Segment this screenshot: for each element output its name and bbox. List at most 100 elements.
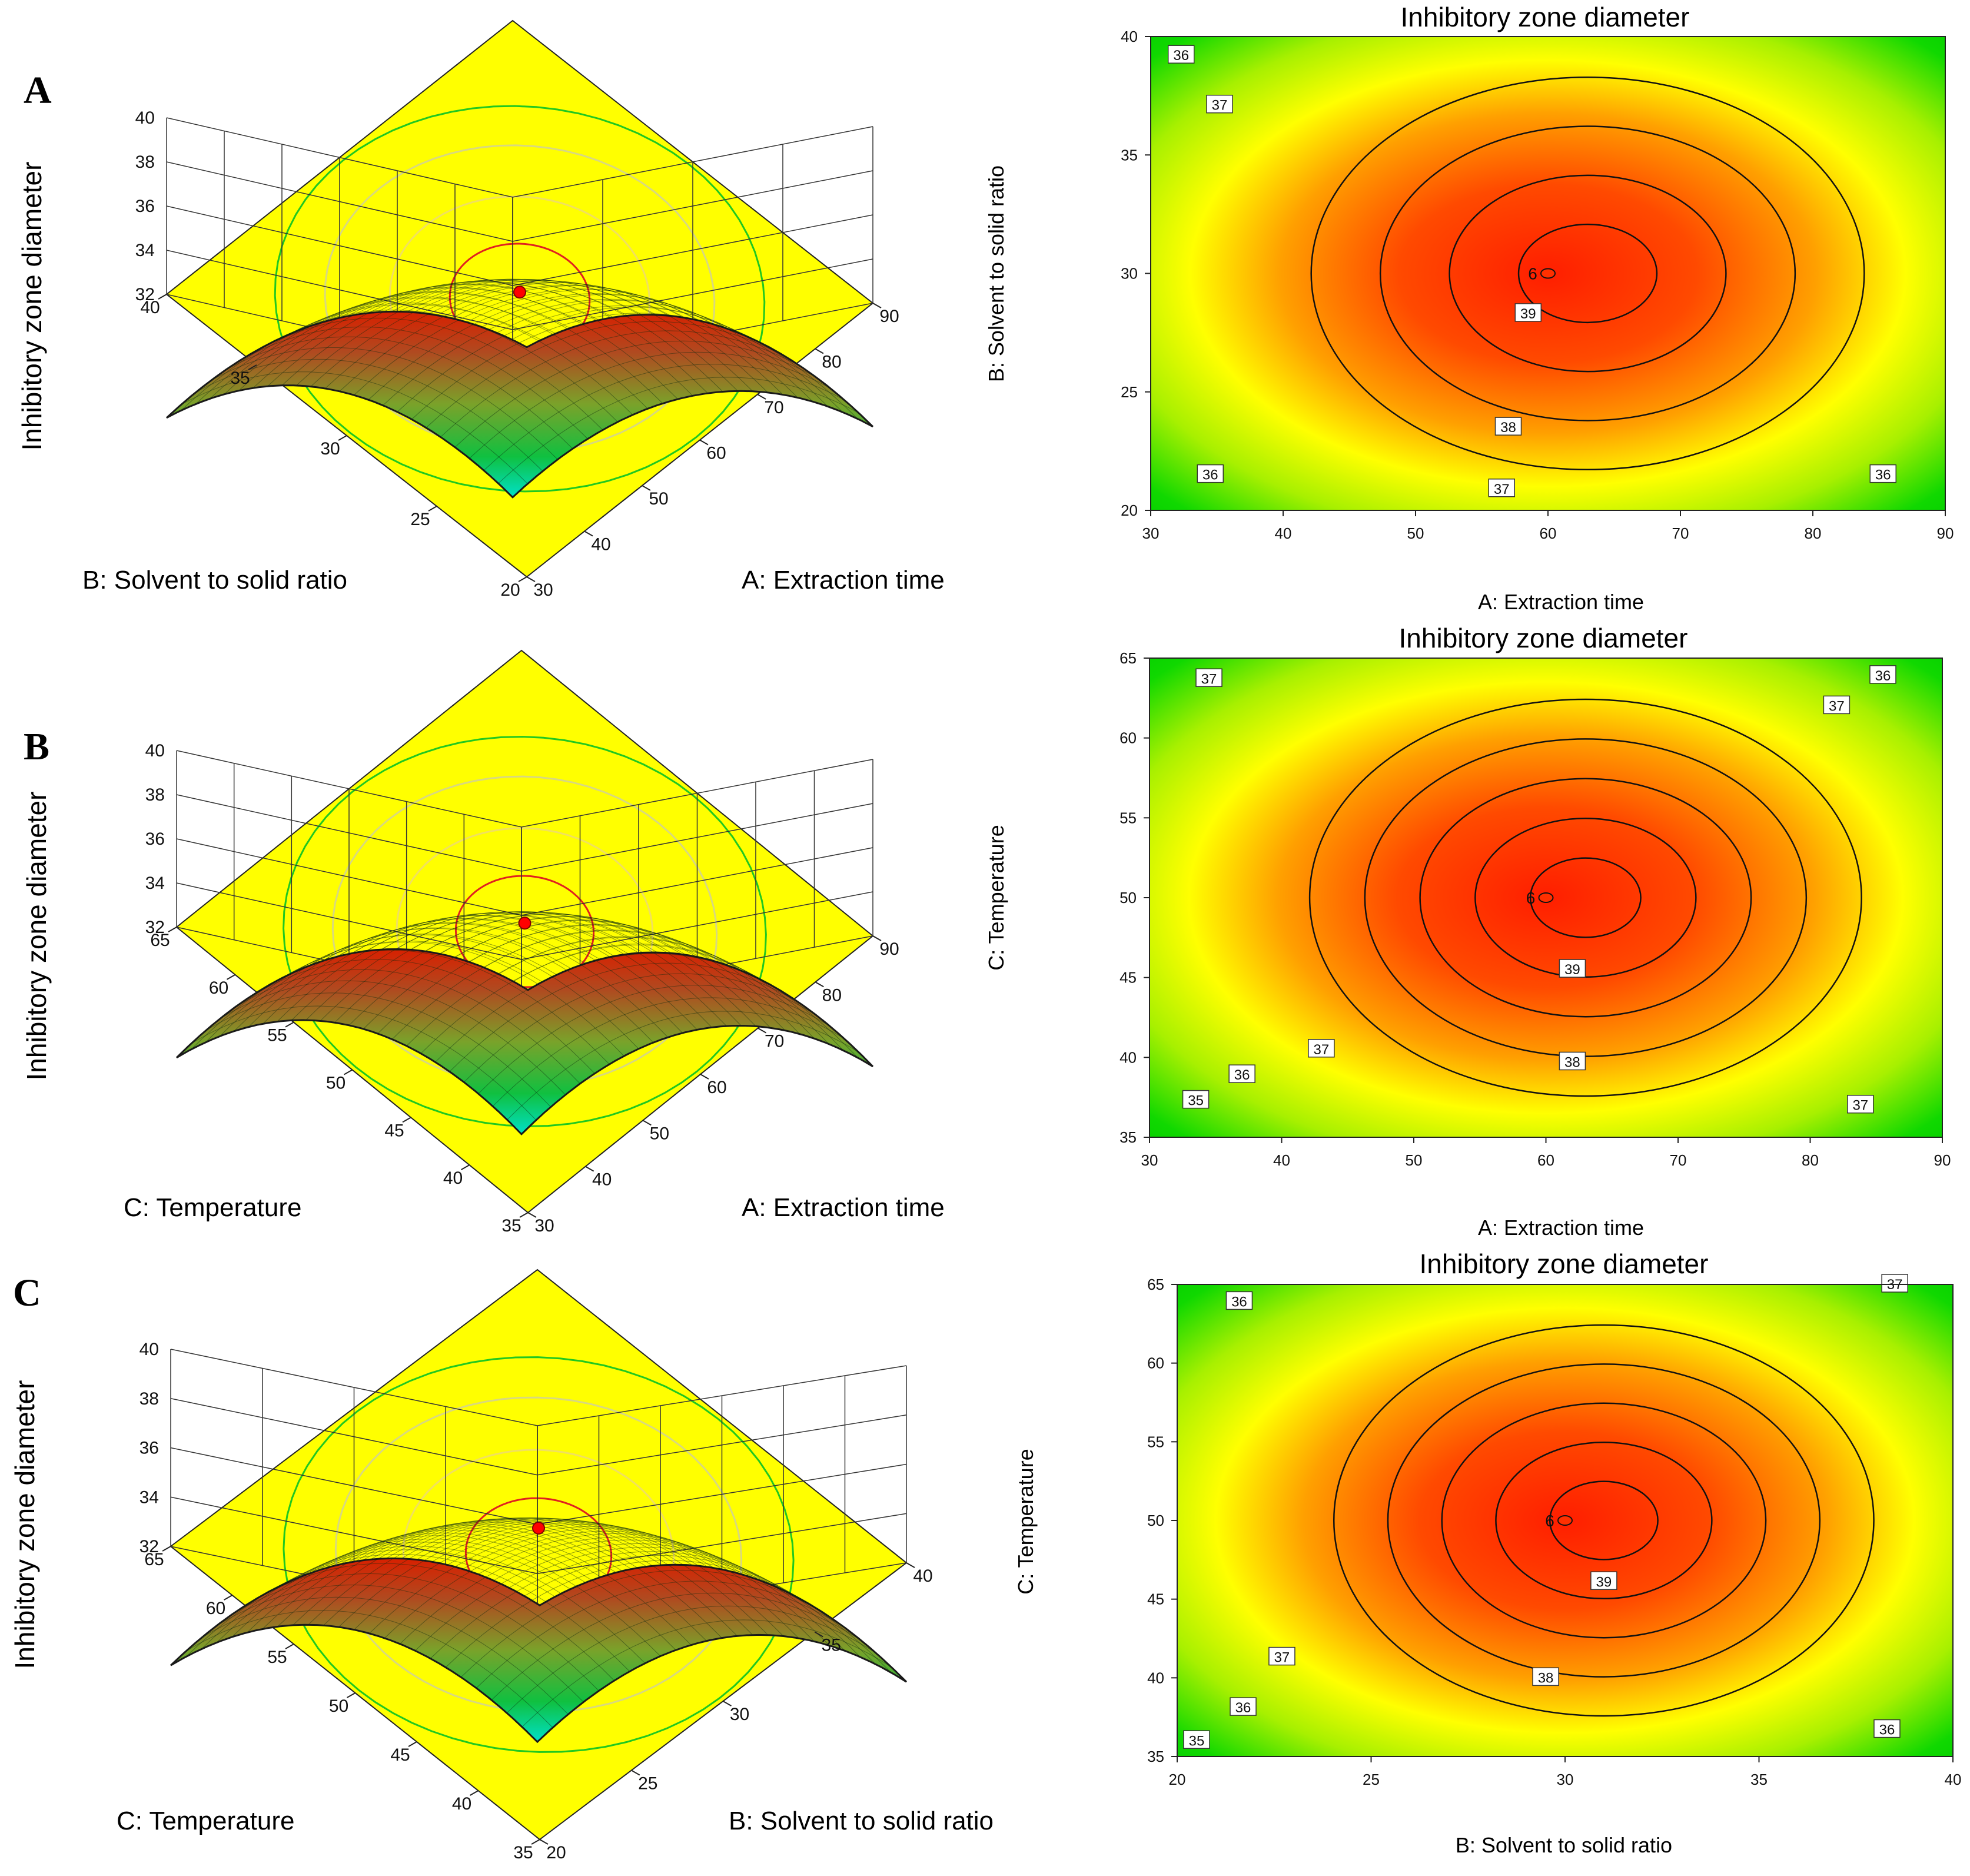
y-tick xyxy=(224,1595,232,1601)
grid-line xyxy=(176,794,873,872)
y-tick xyxy=(518,576,527,582)
z-tick-label: 40 xyxy=(145,741,165,761)
contour-label: 36 xyxy=(1235,1700,1251,1716)
x-tick-label: 60 xyxy=(1540,524,1557,542)
z-axis-label: Inhibitory zone diameter xyxy=(16,162,47,451)
mesh-line xyxy=(524,1555,892,1673)
x-tick xyxy=(814,1631,823,1638)
mesh-line xyxy=(376,279,723,392)
grid-line xyxy=(176,750,873,828)
x-axis-label: B: Solvent to solid ratio xyxy=(729,1807,994,1835)
contour-label: 37 xyxy=(1852,1098,1868,1114)
panel-label-c: C xyxy=(13,1271,41,1314)
mesh-line xyxy=(425,913,771,1028)
x-axis-label: B: Solvent to solid ratio xyxy=(1456,1833,1672,1857)
mesh-line xyxy=(463,973,816,1083)
z-tick-label: 32 xyxy=(145,918,165,937)
x-tick-label: 40 xyxy=(592,1170,612,1190)
y-tick-label: 60 xyxy=(1147,1354,1164,1372)
mesh-line xyxy=(310,280,672,387)
y-tick-label: 40 xyxy=(1119,1048,1137,1066)
mesh-line xyxy=(201,1542,571,1649)
mesh-line xyxy=(396,911,742,1026)
contour-label: 36 xyxy=(1202,467,1218,483)
mesh-line xyxy=(277,1519,647,1627)
response-surface xyxy=(170,1557,908,1744)
mesh-line xyxy=(414,1543,785,1651)
y-axis-label: C: Temperature xyxy=(1014,1449,1038,1594)
x-tick xyxy=(699,439,709,446)
contour-line xyxy=(1308,698,1862,1097)
mesh-line xyxy=(499,936,844,1051)
mesh-line xyxy=(370,1518,737,1636)
x-tick-label: 30 xyxy=(534,1216,554,1236)
y-tick-label: 50 xyxy=(1147,1512,1164,1529)
mesh-line xyxy=(219,927,572,1037)
y-tick-label: 55 xyxy=(267,1648,287,1667)
mesh-line xyxy=(277,912,629,1022)
contour-label-box xyxy=(1488,479,1515,497)
design-point-marker xyxy=(1557,1515,1573,1526)
x-tick-label: 30 xyxy=(1557,1771,1574,1788)
mesh-line xyxy=(400,1536,769,1645)
contour-label-box xyxy=(1847,1094,1874,1114)
y-tick-label: 30 xyxy=(1121,265,1138,283)
contour-label-box xyxy=(1873,1719,1901,1738)
mesh-line xyxy=(454,919,800,1034)
y-tick xyxy=(347,1692,356,1698)
y-tick-label: 60 xyxy=(1119,729,1137,747)
z-tick-label: 32 xyxy=(135,285,155,304)
mesh-line xyxy=(340,1523,707,1642)
mesh-line xyxy=(478,985,830,1094)
mesh-line xyxy=(354,288,715,396)
y-tick-label: 20 xyxy=(500,580,520,600)
mesh-line xyxy=(205,934,557,1043)
contour-label: 38 xyxy=(1538,1670,1554,1686)
x-tick-label: 90 xyxy=(1937,524,1954,542)
x-tick-label: 60 xyxy=(707,1078,726,1097)
contour-line xyxy=(1495,1441,1713,1600)
mesh-line xyxy=(271,310,618,423)
grid-line xyxy=(166,205,873,286)
mesh-line xyxy=(308,928,654,1043)
surface-plot-c: C 32 34 36 38 40 20 25 30 35 40 35 40 45 50 55 60 65 I… xyxy=(9,1269,994,1862)
x-tick-label: 50 xyxy=(650,1124,669,1143)
mesh-line xyxy=(325,281,686,389)
surface-plot-a: A 32 34 36 38 40 30 40 50 60 70 80 90 20 25 30 35 40 I… xyxy=(16,19,945,600)
y-tick-label: 35 xyxy=(1147,1748,1164,1765)
x-tick xyxy=(815,348,824,354)
y-tick-label: 55 xyxy=(1119,809,1137,826)
contour-label: 35 xyxy=(1188,1093,1204,1109)
mesh-line xyxy=(431,1520,799,1639)
mesh-line xyxy=(363,920,715,1030)
mesh-line xyxy=(196,358,543,472)
contour-label-box xyxy=(1559,1051,1586,1071)
design-point-label: 6 xyxy=(1528,265,1537,283)
mesh-line xyxy=(410,912,756,1027)
x-tick-label: 40 xyxy=(1945,1771,1962,1788)
x-tick-label: 50 xyxy=(1407,524,1424,542)
x-tick xyxy=(585,1166,594,1172)
z-tick-label: 36 xyxy=(145,829,165,849)
mesh-line xyxy=(493,1539,861,1658)
y-tick xyxy=(338,435,347,441)
mesh-line xyxy=(496,300,843,413)
z-tick-label: 36 xyxy=(139,1439,159,1458)
x-tick-label: 70 xyxy=(1672,524,1689,542)
contour-line xyxy=(1333,1324,1875,1717)
mesh-line xyxy=(420,944,773,1054)
z-tick-label: 38 xyxy=(139,1389,159,1409)
mesh-line xyxy=(337,918,683,1034)
mesh-line xyxy=(308,1532,676,1651)
x-tick xyxy=(584,530,593,537)
y-tick-label: 55 xyxy=(267,1026,287,1045)
contour-label-box xyxy=(1881,1274,1908,1293)
x-tick xyxy=(631,1769,640,1776)
y-tick-label: 45 xyxy=(1119,969,1137,987)
contour-label-box xyxy=(1183,1730,1210,1749)
y-tick-label: 35 xyxy=(1119,1128,1137,1146)
x-tick-label: 70 xyxy=(765,1032,784,1051)
grid-line xyxy=(170,1349,907,1426)
x-tick-label: 35 xyxy=(822,1636,841,1655)
mesh-line xyxy=(411,313,772,420)
